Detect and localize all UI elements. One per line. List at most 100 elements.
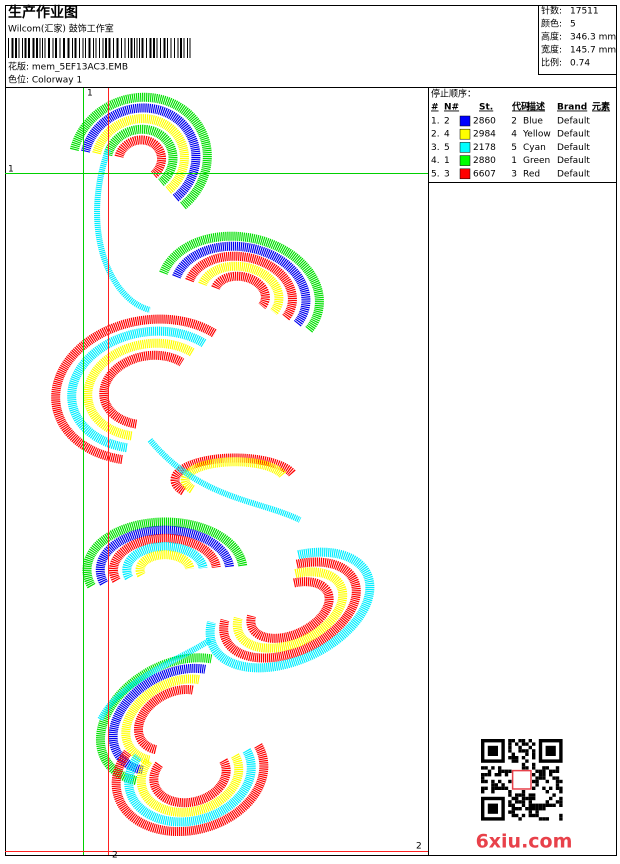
qr-module	[521, 813, 526, 818]
qr-module	[545, 800, 549, 804]
qr-module	[555, 783, 560, 787]
page-frame	[5, 5, 617, 856]
qr-module	[555, 786, 560, 790]
qr-module	[498, 769, 502, 773]
qr-module	[532, 742, 536, 746]
qr-module	[484, 766, 488, 770]
qr-module	[494, 783, 498, 787]
qr-module	[528, 793, 532, 797]
row-desc: Red	[523, 169, 540, 179]
qr-module	[559, 800, 563, 804]
qr-module	[484, 779, 488, 784]
qr-module	[545, 766, 549, 770]
barcode-bar	[156, 38, 158, 58]
qr-module	[508, 810, 512, 814]
qr-module	[508, 793, 512, 797]
qr-module	[515, 807, 519, 811]
qr-module	[528, 739, 532, 743]
qr-module	[508, 739, 512, 743]
colorway: 色位: Colorway 1	[8, 74, 82, 86]
qr-module	[515, 756, 519, 760]
row-num: 2.	[431, 130, 440, 140]
barcode-bar	[136, 38, 138, 58]
column-header: 描述	[527, 101, 545, 113]
row-brand: Default	[557, 143, 590, 153]
barcode-bar	[177, 38, 179, 58]
qr-module	[504, 773, 509, 777]
qr-module	[549, 796, 553, 801]
row-brand: Default	[557, 156, 590, 166]
qr-module	[508, 749, 512, 753]
qr-module	[538, 769, 543, 773]
stitch-band	[185, 251, 297, 322]
info-value: 346.3 mm	[570, 33, 616, 43]
info-label: 针数:	[541, 5, 562, 17]
qr-module	[552, 803, 556, 807]
qr-module	[498, 766, 502, 770]
qr-module	[521, 800, 526, 804]
qr-module	[535, 810, 539, 814]
stitch-band	[211, 271, 270, 310]
qr-module	[525, 759, 529, 763]
qr-module	[494, 773, 498, 777]
barcode-bar	[187, 38, 188, 58]
row-brand: Default	[557, 169, 590, 179]
qr-module	[504, 786, 509, 790]
info-box: 针数: 17511 颜色: 5 高度: 346.3 mm 宽度: 145.7 mm 比例: 0.7…	[541, 5, 616, 69]
qr-module	[481, 779, 485, 784]
qr-module	[532, 796, 536, 801]
qr-module	[555, 766, 560, 770]
design-file: 花版: mem_5EF13AC3.EMB	[8, 61, 128, 73]
qr-module	[481, 776, 485, 780]
barcode-bar	[149, 38, 152, 58]
column-header: N#	[444, 103, 459, 113]
barcode-bar	[93, 38, 94, 58]
qr-module	[508, 742, 512, 746]
qr-module	[481, 786, 485, 790]
row-desc: Blue	[523, 117, 543, 127]
qr-module	[535, 807, 539, 811]
barcode-bar	[134, 38, 135, 58]
barcode-bar	[146, 38, 147, 58]
row-n: 4	[444, 130, 450, 140]
qr-module	[559, 786, 563, 790]
guides: 1 1 2 2	[5, 88, 428, 861]
qr-module	[521, 766, 526, 770]
row-num: 3.	[431, 143, 440, 153]
qr-module	[549, 803, 553, 807]
barcode-bar	[55, 38, 57, 58]
motif	[69, 92, 212, 210]
stitch-band	[109, 533, 221, 583]
qr-module	[498, 786, 502, 790]
qr-module	[511, 756, 515, 760]
qr-module	[532, 779, 536, 784]
qr-module	[555, 776, 560, 780]
qr-module	[542, 807, 546, 811]
qr-module	[481, 790, 485, 794]
barcode-bar	[180, 38, 182, 58]
qr-module	[528, 807, 532, 811]
motif	[82, 517, 248, 589]
barcode	[8, 38, 191, 58]
barcode-bar	[11, 38, 14, 58]
info-label: 颜色:	[541, 18, 562, 30]
barcode-bar	[102, 38, 104, 58]
barcode-bar	[183, 38, 185, 58]
motif	[159, 231, 324, 333]
column-header: Brand	[557, 103, 587, 113]
info-label: 高度:	[541, 31, 562, 43]
stitch-band	[172, 241, 311, 327]
barcode-bar	[8, 38, 9, 58]
column-header: #	[431, 103, 439, 113]
stitch-band	[205, 547, 375, 673]
qr-module	[491, 783, 495, 787]
qr-module	[518, 800, 522, 804]
stitch-band	[99, 350, 185, 429]
qr-module	[515, 796, 519, 801]
qr-module	[542, 803, 546, 807]
barcode-bar	[128, 38, 129, 58]
color-swatch	[459, 155, 471, 166]
qr-module	[542, 786, 546, 790]
stop-title: 停止顺序：	[431, 88, 476, 100]
guide-label: 1	[87, 89, 93, 99]
